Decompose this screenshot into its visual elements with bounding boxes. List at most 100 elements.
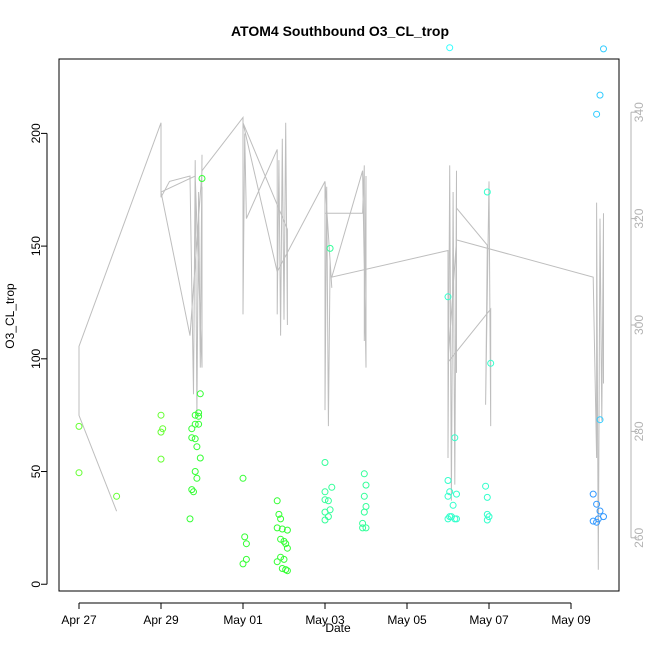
data-point: [195, 409, 203, 417]
data-point: [273, 558, 281, 566]
data-point: [196, 390, 204, 398]
data-point: [275, 510, 283, 518]
data-point: [277, 515, 285, 523]
data-point: [324, 497, 332, 505]
data-point: [159, 425, 167, 433]
point-layer: [75, 44, 607, 575]
x-tick-label: May 03: [305, 613, 345, 627]
data-point: [360, 470, 368, 478]
data-point: [321, 516, 329, 524]
data-point: [487, 359, 495, 367]
data-point: [273, 497, 281, 505]
data-point: [282, 540, 290, 548]
data-point: [362, 503, 370, 510]
x-tick-label: Apr 29: [143, 613, 179, 627]
x-tick-label: May 07: [469, 613, 509, 627]
data-point: [157, 455, 165, 463]
x-tick-label: Apr 27: [61, 613, 97, 627]
data-point: [596, 507, 604, 515]
data-point: [280, 555, 288, 563]
y-right-tick-label: 320: [632, 208, 646, 228]
data-point: [324, 513, 332, 521]
data-point: [239, 474, 247, 482]
y-tick-label: 150: [29, 236, 43, 256]
data-point: [362, 481, 370, 489]
y-right-tick-label: 300: [632, 315, 646, 335]
data-point: [321, 508, 329, 516]
data-point: [242, 555, 250, 563]
data-point: [596, 416, 604, 424]
data-point: [283, 544, 291, 552]
data-point: [485, 513, 493, 521]
y-right-tick-label: 260: [632, 527, 646, 547]
data-point: [188, 425, 196, 433]
data-point: [195, 412, 203, 420]
chart-title: ATOM4 Southbound O3_CL_trop: [231, 23, 449, 39]
data-point: [186, 515, 194, 523]
data-point: [283, 567, 291, 575]
y-tick-label: 50: [29, 465, 43, 479]
data-point: [191, 420, 199, 428]
data-point: [282, 566, 290, 574]
data-point: [241, 533, 249, 541]
data-point: [190, 488, 197, 496]
x-axis-label: Date: [325, 621, 351, 635]
data-point: [191, 435, 199, 443]
data-point: [326, 244, 334, 252]
y-tick-label: 100: [29, 348, 43, 368]
data-point: [446, 488, 454, 496]
data-point: [360, 508, 368, 516]
y-tick-label: 200: [29, 123, 43, 143]
data-point: [359, 524, 367, 532]
data-point: [482, 482, 490, 490]
series-line-1: [78, 116, 604, 570]
x-tick-label: May 05: [387, 613, 427, 627]
data-point: [444, 492, 452, 500]
data-point: [444, 477, 452, 484]
data-point: [593, 500, 601, 508]
data-point: [193, 474, 201, 482]
y-right-tick-label: 340: [632, 102, 646, 122]
data-point: [589, 490, 597, 498]
data-point: [239, 560, 247, 568]
axis-layer: Apr 27 Apr 29 May 01 May 03 May 05 May 07 May …: [29, 58, 646, 627]
data-point: [188, 434, 196, 442]
data-point: [188, 486, 196, 494]
data-point: [75, 422, 83, 430]
data-point: [273, 524, 281, 532]
data-point: [449, 501, 457, 509]
data-point: [483, 493, 491, 501]
y-axis-label: O3_CL_trop: [3, 283, 17, 349]
data-point: [446, 44, 454, 52]
line-layer: [78, 116, 604, 570]
x-tick-label: May 01: [223, 613, 263, 627]
x-tick-label: May 09: [551, 613, 591, 627]
data-point: [191, 468, 199, 475]
data-point: [483, 188, 491, 196]
data-point: [483, 516, 491, 524]
y-tick-label: 0: [29, 581, 43, 588]
data-point: [321, 459, 329, 466]
data-point: [195, 420, 203, 428]
data-point: [593, 110, 601, 118]
data-point: [157, 428, 165, 436]
data-point: [75, 469, 83, 477]
data-point: [596, 91, 604, 99]
y-right-tick-label: 280: [632, 421, 646, 441]
data-point: [283, 526, 291, 534]
data-point: [278, 525, 286, 533]
data-point: [157, 411, 165, 419]
plot-frame: [58, 58, 620, 592]
data-point: [196, 454, 204, 462]
data-point: [451, 434, 459, 442]
data-point: [444, 293, 452, 301]
data-point: [453, 490, 460, 498]
data-point: [600, 45, 607, 53]
data-point: [593, 518, 601, 526]
data-point: [198, 175, 206, 182]
data-point: [193, 443, 201, 451]
data-point: [362, 524, 370, 532]
data-point: [359, 519, 367, 527]
